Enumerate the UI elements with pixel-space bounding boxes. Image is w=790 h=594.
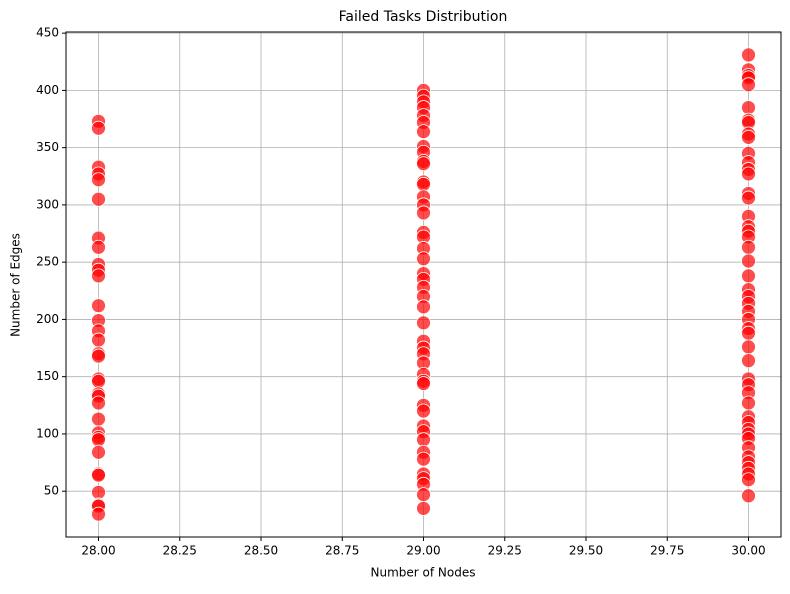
point — [91, 120, 106, 136]
point — [741, 472, 756, 488]
y-tick-label: 50 — [44, 484, 59, 498]
x-tick-label: 28.50 — [244, 544, 278, 558]
point — [741, 100, 756, 115]
y-tick-label: 200 — [36, 312, 59, 326]
x-tick-label: 29.25 — [488, 544, 522, 558]
point — [741, 488, 756, 504]
plot-frame — [65, 31, 782, 538]
x-tick-label: 28.75 — [325, 544, 359, 558]
chart-title: Failed Tasks Distribution — [339, 9, 508, 25]
x-tick-label: 29.75 — [650, 544, 684, 558]
point — [416, 251, 431, 267]
x-axis-label: Number of Nodes — [371, 566, 476, 580]
point — [741, 325, 756, 341]
point — [416, 451, 431, 467]
point — [416, 156, 431, 172]
point — [91, 268, 106, 284]
y-tick-label: 300 — [36, 197, 59, 211]
point — [416, 315, 431, 331]
point — [416, 403, 431, 419]
point — [741, 239, 756, 255]
y-tick-label: 150 — [36, 369, 59, 383]
point — [91, 298, 106, 314]
point — [741, 395, 756, 411]
point — [91, 506, 106, 522]
point — [416, 176, 431, 192]
point — [741, 190, 756, 206]
point — [91, 348, 106, 364]
point — [741, 166, 756, 182]
point — [91, 239, 106, 255]
x-tick-label: 28.00 — [81, 544, 115, 558]
y-tick-label: 450 — [36, 26, 59, 40]
point — [741, 129, 756, 145]
x-tick-label: 30.00 — [731, 544, 765, 558]
point — [741, 47, 756, 63]
point — [741, 268, 756, 284]
point — [91, 432, 106, 448]
point — [91, 191, 106, 207]
point — [91, 395, 106, 411]
point — [416, 299, 431, 315]
point — [416, 432, 431, 448]
y-tick-label: 400 — [36, 83, 59, 97]
point — [91, 373, 106, 389]
point — [416, 487, 431, 503]
x-tick-label: 28.25 — [163, 544, 197, 558]
x-tick-label: 29.50 — [569, 544, 603, 558]
y-tick-label: 350 — [36, 140, 59, 154]
point — [741, 253, 756, 269]
y-tick-label: 250 — [36, 255, 59, 269]
x-tick-label: 29.00 — [406, 544, 440, 558]
point — [741, 77, 756, 93]
y-axis-label: Number of Edges — [9, 233, 23, 337]
point — [416, 205, 431, 221]
point — [91, 444, 106, 460]
y-tick-label: 100 — [36, 426, 59, 440]
point — [416, 500, 431, 516]
point — [741, 353, 756, 369]
point — [91, 467, 106, 483]
point — [91, 332, 106, 348]
point — [91, 484, 106, 500]
point — [741, 339, 756, 355]
point — [416, 376, 431, 391]
point — [416, 124, 431, 140]
point — [91, 411, 106, 427]
point — [91, 172, 106, 188]
